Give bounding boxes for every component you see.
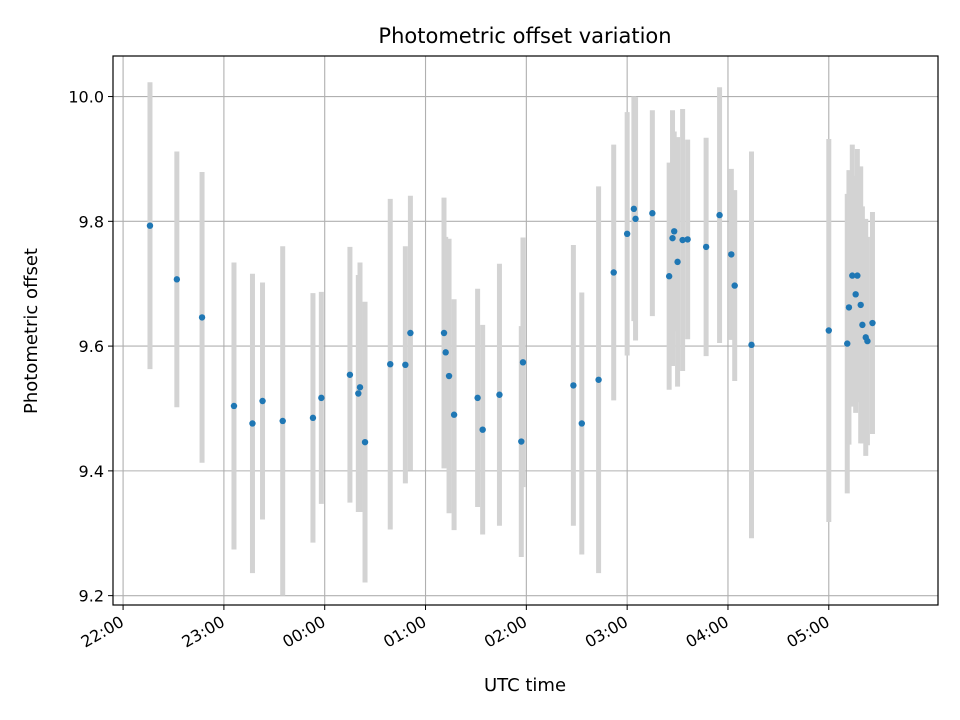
data-point <box>445 372 453 380</box>
data-point <box>402 361 409 369</box>
y-axis-title: Photometric offset <box>21 248 42 414</box>
data-point <box>356 384 364 391</box>
data-point <box>496 391 503 398</box>
data-point <box>450 411 458 418</box>
data-point <box>318 394 325 402</box>
data-point <box>518 438 525 445</box>
data-point <box>632 215 639 223</box>
data-point <box>442 349 449 356</box>
data-point <box>230 402 238 410</box>
data-point <box>669 234 676 242</box>
data-point <box>259 397 266 405</box>
data-point <box>845 304 853 311</box>
data-point <box>279 417 286 425</box>
data-point <box>844 340 851 347</box>
data-point <box>610 269 617 276</box>
y-tick-label: 9.4 <box>79 462 104 481</box>
x-axis-title: UTC time <box>484 675 566 696</box>
data-point <box>849 272 856 279</box>
data-point <box>825 327 832 334</box>
data-point <box>570 382 577 389</box>
data-point <box>198 314 206 321</box>
data-point <box>859 321 866 329</box>
data-point <box>665 273 673 280</box>
data-point <box>674 258 681 266</box>
plot-area <box>112 55 939 606</box>
data-point <box>671 228 678 235</box>
plot-background <box>113 56 938 605</box>
data-point <box>173 276 181 283</box>
y-tick-label: 10.0 <box>68 88 104 107</box>
data-point <box>249 420 256 427</box>
data-point <box>355 390 362 397</box>
data-point <box>857 301 864 309</box>
data-point <box>852 291 859 298</box>
y-tick-label: 9.2 <box>79 587 104 606</box>
plot-frame <box>112 55 939 606</box>
data-point <box>474 394 481 402</box>
data-point <box>854 272 861 279</box>
data-point <box>716 211 723 219</box>
data-point <box>702 243 710 251</box>
data-point <box>440 329 448 337</box>
data-point <box>869 319 876 327</box>
chart-title: Photometric offset variation <box>378 24 671 48</box>
data-point <box>623 230 631 238</box>
data-point <box>679 236 686 244</box>
data-point <box>630 205 638 213</box>
data-point <box>684 236 691 243</box>
data-point <box>731 282 738 289</box>
data-point <box>649 210 656 217</box>
data-point <box>748 341 755 349</box>
data-point <box>346 371 354 378</box>
data-point <box>309 414 317 422</box>
y-tick-label: 9.6 <box>79 337 104 356</box>
data-point <box>146 222 154 229</box>
data-point <box>728 251 735 258</box>
data-point <box>578 420 585 427</box>
data-point <box>519 359 527 366</box>
data-point <box>387 360 394 368</box>
data-points <box>146 205 876 446</box>
data-point <box>361 438 369 446</box>
data-point <box>595 376 602 383</box>
data-point <box>864 337 871 345</box>
y-tick-label: 9.8 <box>79 212 104 231</box>
y-axis: 9.2 9.4 9.6 9.8 10.0 <box>68 88 113 606</box>
data-point <box>479 426 486 433</box>
data-point <box>407 329 414 337</box>
